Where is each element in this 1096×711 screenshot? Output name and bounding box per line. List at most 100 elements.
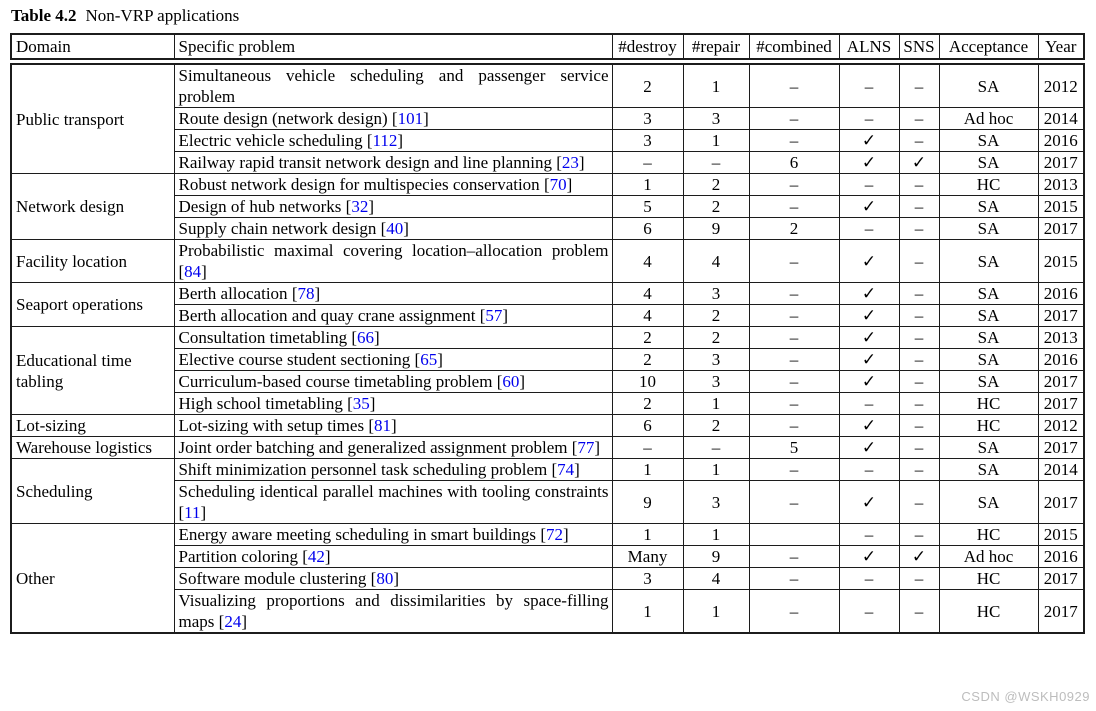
checkmark-icon: ✓ xyxy=(861,372,877,391)
alns-cell: ✓ xyxy=(838,545,900,568)
citation-open-bracket: [ xyxy=(366,569,377,588)
table-caption-label: Table 4.2 xyxy=(11,6,77,25)
year-value: 2014 xyxy=(1043,460,1078,479)
citation-link[interactable]: 70 xyxy=(549,175,567,194)
acceptance-value: SA xyxy=(977,284,1000,303)
destroy-value: 3 xyxy=(643,131,652,150)
citation-link[interactable]: 81 xyxy=(374,416,391,435)
alns-cell: ✓ xyxy=(838,436,900,459)
year-value: 2012 xyxy=(1043,416,1078,435)
citation-link[interactable]: 23 xyxy=(561,153,579,172)
dash-mark: – xyxy=(789,109,799,128)
citation-link[interactable]: 65 xyxy=(420,350,438,369)
acceptance-cell: SA xyxy=(938,151,1039,174)
citation-link[interactable]: 77 xyxy=(577,438,595,457)
year-cell: 2012 xyxy=(1037,414,1085,437)
citation-link[interactable]: 60 xyxy=(502,372,520,391)
citation-open-bracket: [ xyxy=(551,153,562,172)
destroy-cell: 6 xyxy=(611,217,684,240)
destroy-value: 2 xyxy=(643,350,652,369)
acceptance-cell: SA xyxy=(938,195,1039,218)
citation-link[interactable]: 72 xyxy=(545,525,563,544)
repair-cell: 9 xyxy=(682,217,750,240)
domain-cell: Scheduling xyxy=(10,458,175,524)
citation-link[interactable]: 74 xyxy=(557,460,575,479)
year-value: 2016 xyxy=(1043,284,1078,303)
citation-link[interactable]: 84 xyxy=(184,262,202,281)
citation-link[interactable]: 112 xyxy=(372,131,398,150)
repair-cell: 2 xyxy=(682,304,750,327)
repair-value: 3 xyxy=(711,284,721,303)
citation-close-bracket: ] xyxy=(594,438,601,457)
citation-open-bracket: [ xyxy=(539,175,550,194)
citation-link[interactable]: 66 xyxy=(357,328,374,347)
citation-link[interactable]: 40 xyxy=(386,219,404,238)
destroy-cell: 2 xyxy=(611,348,684,371)
alns-cell: ✓ xyxy=(838,151,900,174)
year-cell: 2016 xyxy=(1037,545,1085,568)
problem-text: Electric vehicle scheduling xyxy=(178,131,363,150)
citation-link[interactable]: 32 xyxy=(351,197,369,216)
year-value: 2017 xyxy=(1043,492,1078,512)
combined-value: 6 xyxy=(789,153,799,172)
combined-cell: – xyxy=(748,567,840,590)
year-cell: 2017 xyxy=(1037,392,1085,415)
citation-link[interactable]: 80 xyxy=(376,569,394,588)
domain-group: Public transport Simultaneous vehicle sch… xyxy=(10,63,1085,174)
destroy-value: 1 xyxy=(643,525,652,544)
problem-cell: Joint order batching and generalized ass… xyxy=(173,436,613,459)
year-value: 2015 xyxy=(1043,197,1078,216)
citation-close-bracket: ] xyxy=(200,503,207,522)
destroy-cell: – xyxy=(611,436,684,459)
citation-link[interactable]: 24 xyxy=(224,612,242,631)
year-value: 2013 xyxy=(1043,328,1078,347)
combined-cell: – xyxy=(748,239,840,283)
destroy-cell: 1 xyxy=(611,523,684,546)
checkmark-icon: ✓ xyxy=(911,153,927,172)
destroy-value: 4 xyxy=(643,306,652,325)
dash-mark: – xyxy=(864,109,874,128)
citation-open-bracket: [ xyxy=(376,219,387,238)
domain-group: Lot-sizing Lot-sizing with setup times [8… xyxy=(10,414,1085,437)
dash-mark: – xyxy=(789,547,799,566)
acceptance-cell: SA xyxy=(938,326,1039,349)
year-cell: 2017 xyxy=(1037,151,1085,174)
destroy-value: 9 xyxy=(643,492,652,512)
citation-link[interactable]: 11 xyxy=(184,503,201,522)
citation-link[interactable]: 101 xyxy=(397,109,424,128)
citation-open-bracket: [ xyxy=(547,460,558,479)
checkmark-icon: ✓ xyxy=(861,328,877,347)
destroy-value: 6 xyxy=(643,219,652,238)
problem-cell: Electric vehicle scheduling [112] xyxy=(173,129,613,152)
dash-mark: – xyxy=(914,219,924,238)
problem-text: High school timetabling xyxy=(178,394,343,413)
acceptance-cell: Ad hoc xyxy=(938,107,1039,130)
repair-value: 9 xyxy=(711,219,721,238)
non-vrp-table: Domain Specific problem #destroy #repair #co… xyxy=(10,33,1085,634)
citation-close-bracket: ] xyxy=(574,460,580,479)
citation-link[interactable]: 42 xyxy=(307,547,325,566)
citation-link[interactable]: 57 xyxy=(485,306,503,325)
checkmark-icon: ✓ xyxy=(861,251,877,271)
destroy-cell: 4 xyxy=(611,239,684,283)
checkmark-icon: ✓ xyxy=(861,438,877,457)
combined-cell: – xyxy=(748,348,840,371)
acceptance-cell: HC xyxy=(938,392,1039,415)
citation-link[interactable]: 78 xyxy=(297,284,315,303)
sns-cell: – xyxy=(898,63,940,108)
table-row: Curriculum-based course timetabling prob… xyxy=(11,370,1085,393)
combined-cell: 6 xyxy=(748,151,840,174)
dash-mark: – xyxy=(789,251,799,271)
problem-text: Supply chain network design xyxy=(178,219,377,238)
table-row: Lot-sizing Lot-sizing with setup times [8… xyxy=(10,414,1085,437)
destroy-value: 10 xyxy=(639,372,656,391)
domain-group: Seaport operations Berth allocation [78] 4… xyxy=(10,282,1085,327)
sns-cell: – xyxy=(898,523,940,546)
citation-open-bracket: [ xyxy=(287,284,298,303)
citation-link[interactable]: 35 xyxy=(352,394,370,413)
destroy-cell: 2 xyxy=(611,392,684,415)
repair-cell: 2 xyxy=(682,326,750,349)
problem-text: Consultation timetabling xyxy=(178,328,348,347)
citation-open-bracket: [ xyxy=(341,197,352,216)
dash-mark: – xyxy=(789,372,799,391)
